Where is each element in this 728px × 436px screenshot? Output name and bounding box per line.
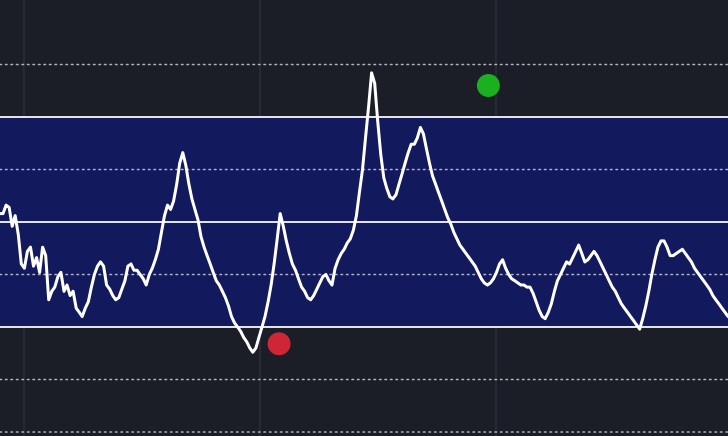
high-marker [476, 74, 500, 97]
marker-layer [267, 74, 500, 356]
series-layer [0, 71, 728, 354]
series-line-0 [0, 71, 728, 354]
low-marker [267, 332, 291, 356]
